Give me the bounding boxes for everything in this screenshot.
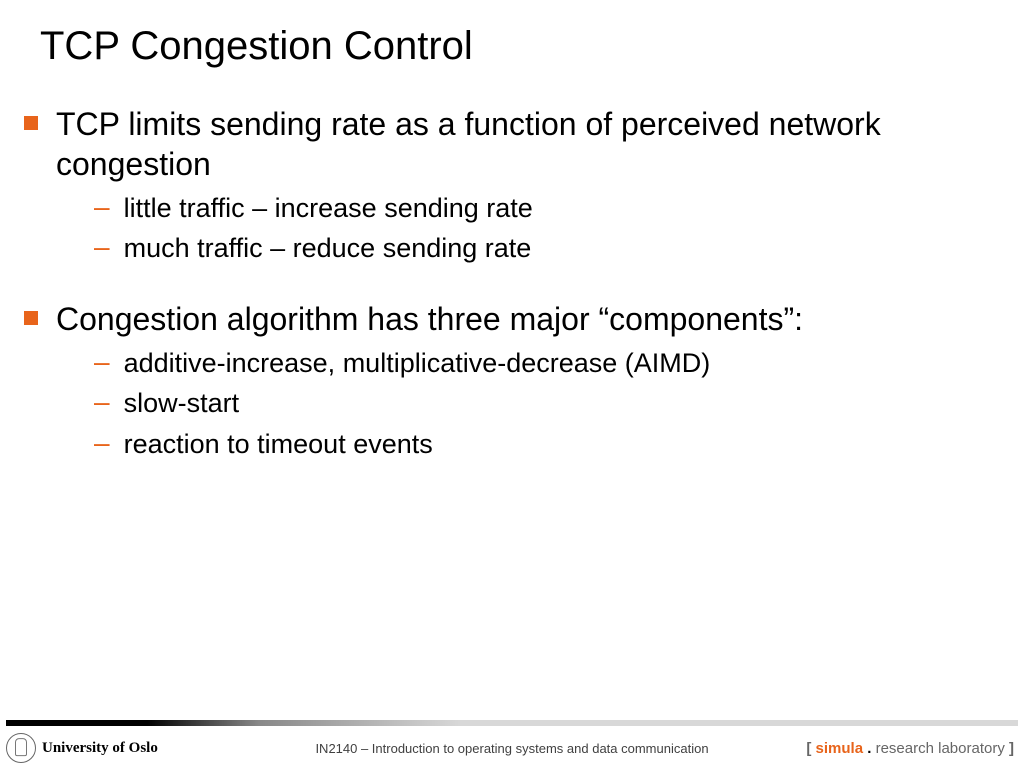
dash-bullet-icon: – [94,426,110,460]
bullet-text: TCP limits sending rate as a function of… [56,104,994,184]
sub-bullet-item: – little traffic – increase sending rate [94,190,994,226]
dash-bullet-icon: – [94,230,110,264]
sub-bullet-item: – slow-start [94,385,994,421]
sub-bullet-text: additive-increase, multiplicative-decrea… [124,345,711,381]
slide-title: TCP Congestion Control [40,24,473,69]
sub-bullet-item: – much traffic – reduce sending rate [94,230,994,266]
university-seal-icon [6,733,36,763]
course-label: IN2140 – Introduction to operating syste… [315,741,708,756]
sub-bullet-text: slow-start [124,385,240,421]
bracket-close: ] [1005,740,1014,757]
spacer [24,271,994,299]
sub-bullet-text: little traffic – increase sending rate [124,190,533,226]
footer: University of Oslo IN2140 – Introduction… [0,720,1024,768]
bullet-item: TCP limits sending rate as a function of… [24,104,994,184]
footer-divider [6,720,1018,726]
bullet-item: Congestion algorithm has three major “co… [24,299,994,339]
sub-bullet-text: reaction to timeout events [124,426,433,462]
bullet-text: Congestion algorithm has three major “co… [56,299,803,339]
dash-bullet-icon: – [94,385,110,419]
square-bullet-icon [24,311,38,325]
dash-bullet-icon: – [94,190,110,224]
dash-bullet-icon: – [94,345,110,379]
content-area: TCP limits sending rate as a function of… [24,104,994,466]
sub-bullet-item: – additive-increase, multiplicative-decr… [94,345,994,381]
university-logo-block: University of Oslo [6,733,158,763]
square-bullet-icon [24,116,38,130]
footer-row: University of Oslo IN2140 – Introduction… [0,728,1024,768]
lab-dot: . [863,740,876,757]
sub-bullet-item: – reaction to timeout events [94,426,994,462]
lab-simula: simula [816,740,864,757]
sub-bullet-text: much traffic – reduce sending rate [124,230,532,266]
lab-label: [ simula . research laboratory ] [806,740,1014,757]
lab-research: research laboratory [876,740,1005,757]
university-name: University of Oslo [42,740,158,757]
bracket-open: [ [806,740,815,757]
slide: TCP Congestion Control TCP limits sendin… [0,0,1024,768]
